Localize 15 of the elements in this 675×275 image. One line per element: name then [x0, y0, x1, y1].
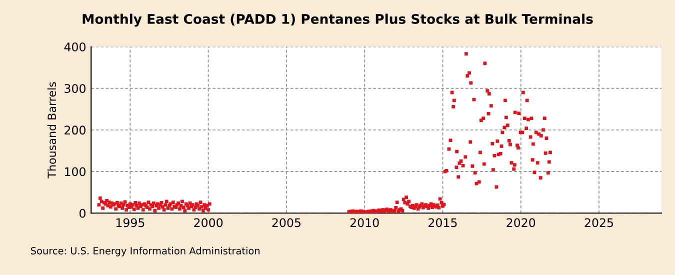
y-tick-label: 300	[64, 84, 86, 93]
y-tick-label: 200	[64, 126, 86, 135]
x-tick-label: 2015	[428, 218, 457, 228]
source-note: Source: U.S. Energy Information Administration	[31, 246, 260, 256]
x-tick-label: 2020	[506, 218, 536, 228]
y-tick-label: 0	[80, 208, 86, 218]
x-tick-label: 2025	[584, 218, 613, 228]
x-tick-label: 2005	[272, 218, 300, 228]
y-tick-label: 400	[64, 42, 86, 52]
x-tick-label: 2000	[194, 218, 223, 228]
x-tick-label: 1995	[116, 218, 144, 228]
y-axis-title: Thousand Barrels	[47, 82, 56, 178]
chart-title: Monthly East Coast (PADD 1) Pentanes Plus Stocks at Bulk Terminals	[82, 14, 593, 27]
x-tick-label: 2010	[350, 218, 379, 228]
y-tick-label: 100	[65, 167, 86, 176]
